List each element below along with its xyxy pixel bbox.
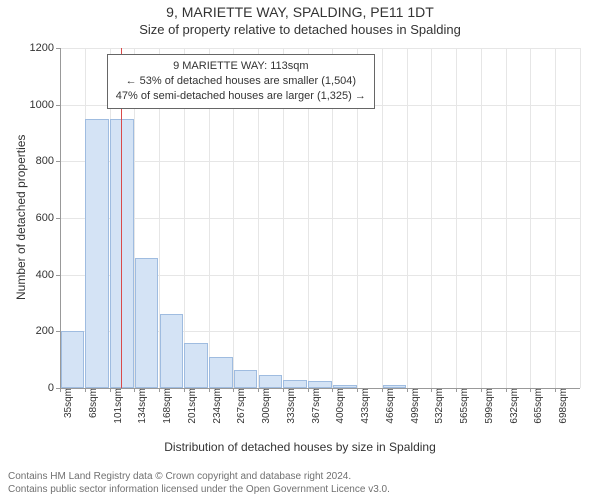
x-tick-label: 632sqm — [505, 388, 520, 424]
attribution-line: Contains public sector information licen… — [8, 484, 390, 497]
x-tick-label: 466sqm — [381, 388, 396, 424]
y-tick-label: 200 — [36, 325, 60, 337]
x-tick-label: 234sqm — [208, 388, 223, 424]
histogram-bar — [209, 357, 233, 388]
histogram-bar — [283, 380, 307, 389]
y-tick-label: 1200 — [30, 42, 60, 54]
attribution-line: Contains HM Land Registry data © Crown c… — [8, 471, 390, 484]
x-tick-label: 101sqm — [109, 388, 124, 424]
x-tick-label: 400sqm — [331, 388, 346, 424]
x-gridline — [506, 48, 507, 388]
x-tick-label: 565sqm — [455, 388, 470, 424]
x-axis-line — [60, 388, 580, 389]
infobox-line: 9 MARIETTE WAY: 113sqm — [116, 59, 366, 74]
x-gridline — [580, 48, 581, 388]
histogram-bar — [308, 381, 332, 388]
chart-container: 9, MARIETTE WAY, SPALDING, PE11 1DT Size… — [0, 0, 600, 500]
x-tick-label: 267sqm — [232, 388, 247, 424]
x-tick-label: 68sqm — [84, 388, 99, 418]
plot-area: 02004006008001000120035sqm68sqm101sqm134… — [60, 48, 580, 388]
attribution: Contains HM Land Registry data © Crown c… — [0, 471, 390, 496]
y-axis-label: Number of detached properties — [14, 135, 28, 300]
x-tick-label: 698sqm — [554, 388, 569, 424]
x-tick-label: 599sqm — [480, 388, 495, 424]
x-tick-label: 367sqm — [307, 388, 322, 424]
x-gridline — [456, 48, 457, 388]
x-gridline — [530, 48, 531, 388]
property-infobox: 9 MARIETTE WAY: 113sqm← 53% of detached … — [107, 54, 375, 109]
x-tick-label: 300sqm — [257, 388, 272, 424]
x-gridline — [382, 48, 383, 388]
y-tick-label: 800 — [36, 155, 60, 167]
y-tick-label: 400 — [36, 269, 60, 281]
y-tick-label: 600 — [36, 212, 60, 224]
x-tick-label: 433sqm — [356, 388, 371, 424]
chart-subtitle: Size of property relative to detached ho… — [0, 22, 600, 37]
infobox-line: ← 53% of detached houses are smaller (1,… — [116, 74, 366, 89]
x-tick-label: 35sqm — [59, 388, 74, 418]
histogram-bar — [85, 119, 109, 388]
histogram-bar — [61, 331, 85, 388]
y-axis-line — [60, 48, 61, 388]
x-tick-label: 201sqm — [183, 388, 198, 424]
histogram-bar — [135, 258, 159, 388]
x-tick-label: 665sqm — [529, 388, 544, 424]
y-gridline — [60, 161, 580, 162]
x-gridline — [431, 48, 432, 388]
x-gridline — [481, 48, 482, 388]
x-tick-label: 168sqm — [158, 388, 173, 424]
y-gridline — [60, 218, 580, 219]
x-axis-label: Distribution of detached houses by size … — [0, 440, 600, 454]
x-gridline — [555, 48, 556, 388]
infobox-line: 47% of semi-detached houses are larger (… — [116, 89, 366, 104]
histogram-bar — [259, 375, 283, 388]
histogram-bar — [184, 343, 208, 388]
x-tick-label: 134sqm — [133, 388, 148, 424]
y-tick-label: 1000 — [30, 99, 60, 111]
histogram-bar — [234, 370, 258, 388]
x-gridline — [407, 48, 408, 388]
y-gridline — [60, 48, 580, 49]
x-tick-label: 499sqm — [406, 388, 421, 424]
chart-title: 9, MARIETTE WAY, SPALDING, PE11 1DT — [0, 4, 600, 20]
histogram-bar — [160, 314, 184, 388]
x-tick-label: 532sqm — [430, 388, 445, 424]
x-tick-label: 333sqm — [282, 388, 297, 424]
